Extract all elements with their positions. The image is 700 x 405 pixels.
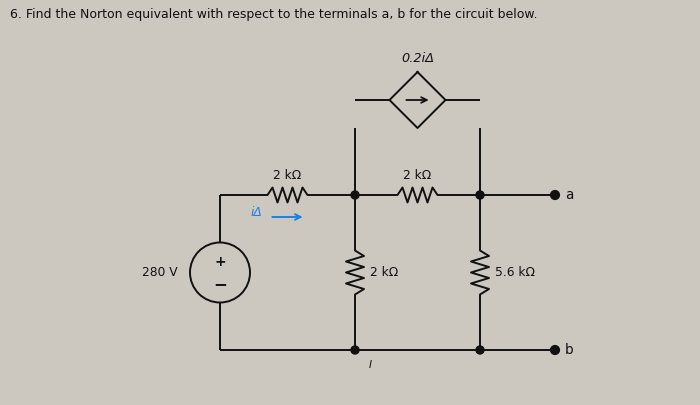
Text: 2 kΩ: 2 kΩ: [403, 169, 432, 182]
Circle shape: [351, 346, 359, 354]
Circle shape: [551, 191, 559, 199]
Text: 2 kΩ: 2 kΩ: [370, 266, 398, 279]
Text: 2 kΩ: 2 kΩ: [274, 169, 302, 182]
Text: 0.2iΔ: 0.2iΔ: [401, 52, 434, 65]
Text: +: +: [214, 256, 226, 269]
Circle shape: [476, 191, 484, 199]
Text: a: a: [565, 188, 573, 202]
Circle shape: [476, 346, 484, 354]
Circle shape: [351, 191, 359, 199]
Text: I: I: [368, 360, 372, 370]
Text: iΔ: iΔ: [251, 207, 262, 220]
Text: −: −: [213, 275, 227, 294]
Text: 5.6 kΩ: 5.6 kΩ: [495, 266, 535, 279]
Text: 6. Find the Norton equivalent with respect to the terminals a, b for the circuit: 6. Find the Norton equivalent with respe…: [10, 8, 538, 21]
Text: b: b: [565, 343, 573, 357]
Text: 280 V: 280 V: [142, 266, 178, 279]
Circle shape: [551, 345, 559, 354]
